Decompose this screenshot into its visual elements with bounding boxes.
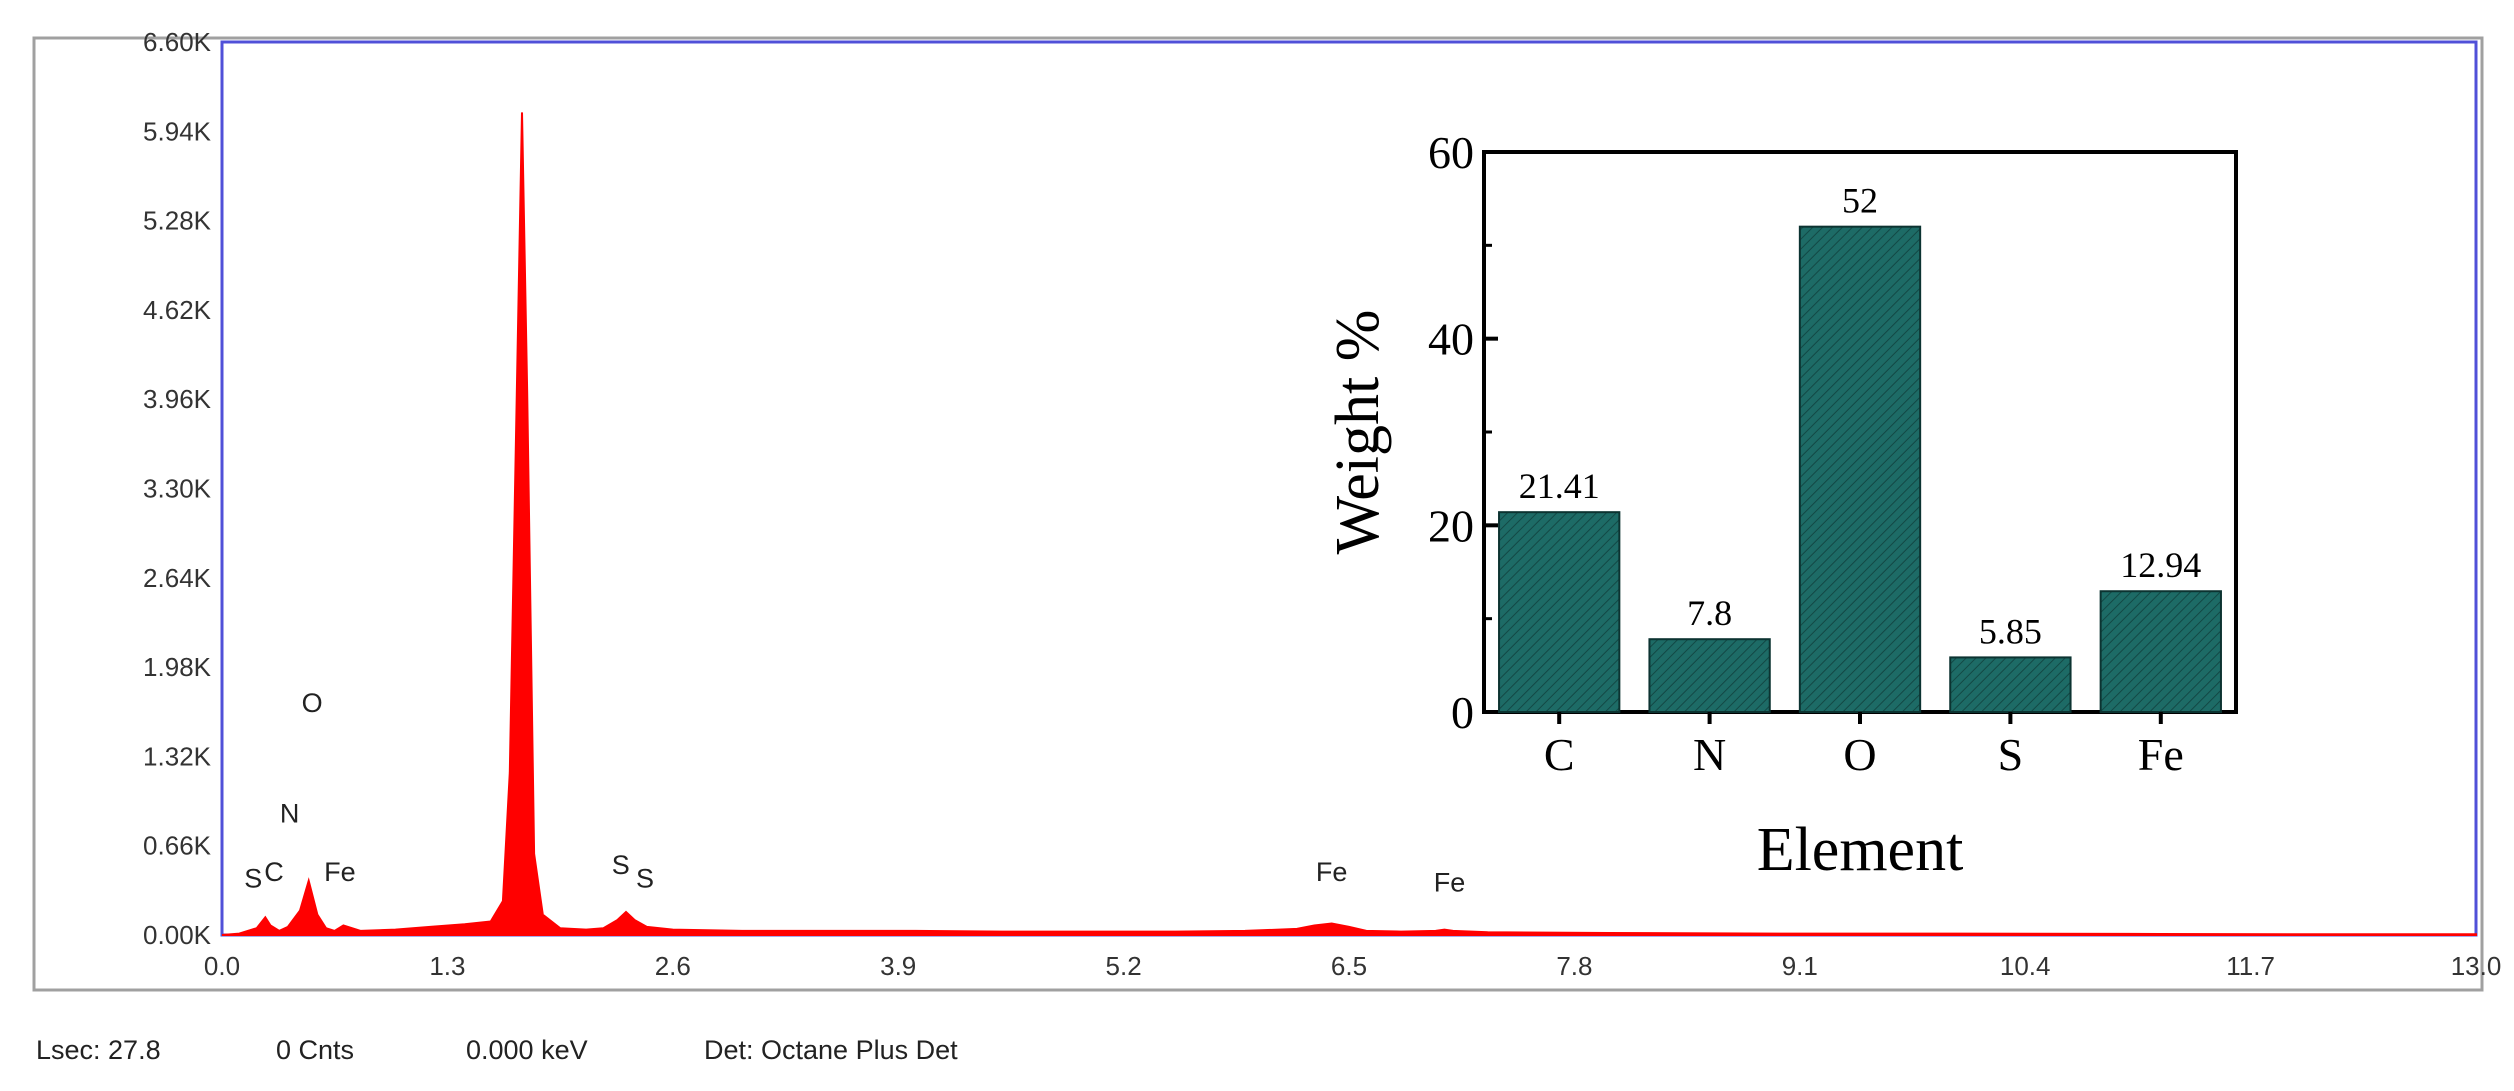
status-detector: Det: Octane Plus Det <box>704 1035 958 1065</box>
inset-x-tick-label: O <box>1843 729 1876 780</box>
inset-bar-o <box>1798 225 1922 714</box>
spectrum-y-tick-label: 0.66K <box>143 831 212 861</box>
spectrum-y-tick-label: 4.62K <box>143 295 212 325</box>
inset-y-axis: 0 20 40 60 <box>1428 127 1498 738</box>
peak-label: Fe <box>324 857 356 887</box>
inset-x-axis: C N O S Fe <box>1544 712 2184 780</box>
inset-bar-value-label: 52 <box>1842 181 1878 221</box>
spectrum-x-tick-label: 6.5 <box>1331 951 1367 981</box>
spectrum-y-tick-label: 1.98K <box>143 652 212 682</box>
inset-x-tick-label: N <box>1693 729 1726 780</box>
spectrum-y-tick-label: 0.00K <box>143 920 212 950</box>
inset-x-axis-label: Element <box>1757 816 1964 884</box>
spectrum-y-tick-label: 5.94K <box>143 116 212 146</box>
peak-label: S <box>244 864 262 894</box>
status-energy: 0.000 keV <box>466 1035 588 1065</box>
inset-y-tick-label: 60 <box>1428 127 1474 178</box>
spectrum-x-axis: 0.0 1.3 2.6 3.9 5.2 6.5 7.8 9.1 10.4 11.7 13.0 <box>204 951 2501 981</box>
inset-bar-value-label: 12.94 <box>2120 545 2201 585</box>
inset-bar-s <box>1949 656 2072 714</box>
inset-y-tick-label: 20 <box>1428 500 1474 551</box>
peak-label: Fe <box>1316 857 1348 887</box>
spectrum-y-tick-label: 1.32K <box>143 741 212 771</box>
peak-label: Fe <box>1434 868 1466 898</box>
peak-label: O <box>302 688 323 718</box>
inset-x-tick-label: C <box>1544 729 1575 780</box>
inset-x-tick-label: S <box>1998 729 2024 780</box>
spectrum-y-axis: 0.00K 0.66K 1.32K 1.98K 2.64K 3.30K 3.96K 4.62K… <box>143 27 212 950</box>
inset-x-tick-label: Fe <box>2138 729 2184 780</box>
inset-y-axis-label: Weight % <box>1324 310 1392 555</box>
inset-bar-n <box>1648 638 1771 714</box>
status-lsec: Lsec: 27.8 <box>36 1035 161 1065</box>
inset-bar-value-label: 7.8 <box>1687 593 1732 633</box>
spectrum-x-tick-label: 5.2 <box>1106 951 1142 981</box>
peak-label: S <box>612 850 630 880</box>
spectrum-x-tick-label: 9.1 <box>1782 951 1818 981</box>
spectrum-y-tick-label: 3.96K <box>143 384 212 414</box>
inset-bar-chart: 0 20 40 60 21.41 7.8 52 5.85 12.94 C N O S Fe Weigh… <box>1324 127 2238 884</box>
inset-y-tick-label: 0 <box>1451 687 1474 738</box>
spectrum-y-tick-label: 6.60K <box>143 27 212 57</box>
inset-bar-value-label: 21.41 <box>1519 466 1600 506</box>
peak-label: N <box>280 799 300 829</box>
status-counts: 0 Cnts <box>276 1035 354 1065</box>
spectrum-x-tick-label: 7.8 <box>1556 951 1592 981</box>
spectrum-y-tick-label: 2.64K <box>143 563 212 593</box>
spectrum-x-tick-label: 2.6 <box>655 951 691 981</box>
peak-label: C <box>264 857 284 887</box>
spectrum-y-tick-label: 3.30K <box>143 474 212 504</box>
spectrum-y-tick-label: 5.28K <box>143 206 212 236</box>
spectrum-x-tick-label: 3.9 <box>880 951 916 981</box>
spectrum-x-tick-label: 11.7 <box>2226 951 2275 981</box>
spectrum-area <box>221 112 2477 936</box>
spectrum-x-tick-label: 1.3 <box>429 951 465 981</box>
spectrum-x-tick-label: 0.0 <box>204 951 240 981</box>
inset-bar-fe <box>2099 590 2222 714</box>
peak-label: S <box>636 864 654 894</box>
inset-bar-c <box>1498 511 1621 713</box>
inset-bar-value-label: 5.85 <box>1979 611 2042 651</box>
spectrum-x-tick-label: 10.4 <box>2000 951 2051 981</box>
inset-bars: 21.41 7.8 52 5.85 12.94 <box>1498 181 2222 714</box>
inset-y-tick-label: 40 <box>1428 314 1474 365</box>
outer-frame <box>32 36 2484 992</box>
status-bar: Lsec: 27.8 0 Cnts 0.000 keV Det: Octane … <box>36 1035 958 1065</box>
spectrum-x-tick-label: 13.0 <box>2451 951 2502 981</box>
